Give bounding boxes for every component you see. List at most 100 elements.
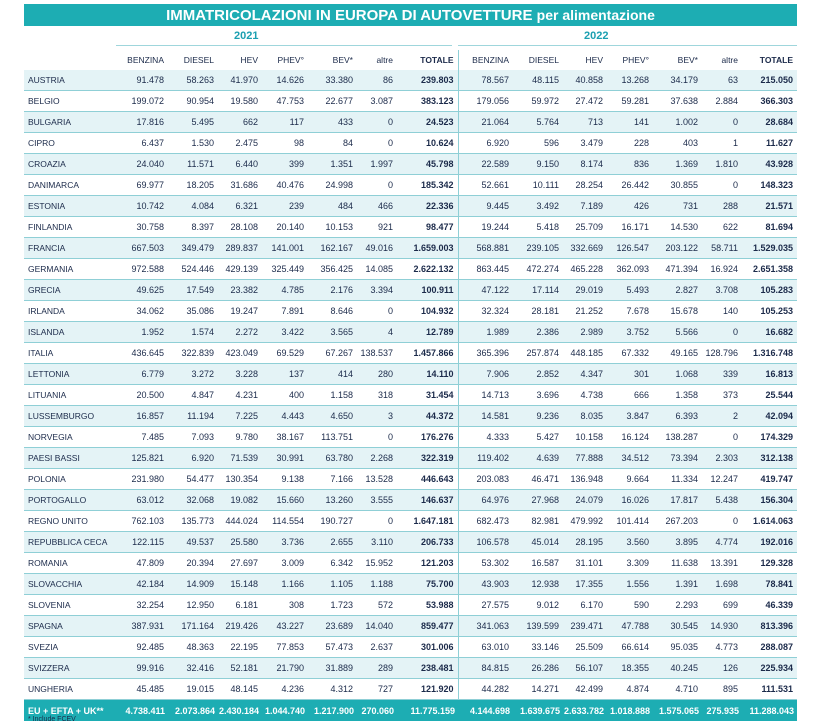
value-cell: 332.669	[563, 237, 607, 259]
value-cell: 267.203	[653, 510, 702, 532]
value-cell: 1.158	[308, 384, 357, 406]
value-cell: 349.479	[168, 237, 218, 259]
table-row: LUSSEMBURGO 16.857 11.194 7.225 4.443 4.650 3 4…	[24, 405, 797, 427]
value-cell: 339	[702, 363, 742, 385]
value-cell: 1.188	[357, 573, 397, 595]
country-name: GERMANIA	[24, 258, 112, 280]
value-cell: 308	[262, 594, 308, 616]
total-value-cell: 146.637	[397, 489, 458, 511]
value-cell: 119.402	[457, 447, 513, 469]
total-cell: 4.738.411	[112, 699, 168, 721]
value-cell: 3.708	[702, 279, 742, 301]
value-cell: 49.016	[357, 237, 397, 259]
value-cell: 6.440	[218, 153, 262, 175]
total-value-cell: 104.932	[397, 300, 458, 322]
value-cell: 14.085	[357, 258, 397, 280]
value-cell: 28.195	[563, 531, 607, 553]
value-cell: 171.164	[168, 615, 218, 637]
value-cell: 20.500	[112, 384, 168, 406]
value-cell: 41.970	[218, 70, 262, 91]
value-cell: 4.236	[262, 678, 308, 700]
value-cell: 63.010	[457, 636, 513, 658]
value-cell: 14.909	[168, 573, 218, 595]
value-cell: 10.153	[308, 216, 357, 238]
value-cell: 16.124	[607, 426, 653, 448]
value-cell: 33.146	[513, 636, 563, 658]
footnote: * Include FCEV	[28, 716, 76, 723]
value-cell: 126	[702, 657, 742, 679]
value-cell: 356.425	[308, 258, 357, 280]
country-name: SLOVACCHIA	[24, 573, 112, 595]
value-cell: 318	[357, 384, 397, 406]
value-cell: 662	[218, 111, 262, 133]
year-2021-rule	[116, 45, 452, 46]
value-cell: 1	[702, 132, 742, 154]
value-cell: 34.179	[653, 70, 702, 91]
value-cell: 3.479	[563, 132, 607, 154]
value-cell: 0	[702, 426, 742, 448]
total-value-cell: 16.682	[742, 321, 797, 343]
total-value-cell: 185.342	[397, 174, 458, 196]
total-value-cell: 1.659.003	[397, 237, 458, 259]
value-cell: 53.302	[457, 552, 513, 574]
table-row: SPAGNA 387.931 171.164 219.426 43.227 23.689 1…	[24, 615, 797, 637]
country-name: UNGHERIA	[24, 678, 112, 700]
value-cell: 6.321	[218, 195, 262, 217]
total-value-cell: 24.523	[397, 111, 458, 133]
value-cell: 15.678	[653, 300, 702, 322]
country-name: SVIZZERA	[24, 657, 112, 679]
value-cell: 90.954	[168, 90, 218, 112]
table-row: SVEZIA 92.485 48.363 22.195 77.853 57.473 2.63…	[24, 636, 797, 658]
title-main: IMMATRICOLAZIONI IN EUROPA DI AUTOVETTUR…	[166, 7, 533, 24]
value-cell: 9.150	[513, 153, 563, 175]
value-cell: 17.355	[563, 573, 607, 595]
value-cell: 436.645	[112, 342, 168, 364]
value-cell: 203.122	[653, 237, 702, 259]
value-cell: 14.040	[357, 615, 397, 637]
value-cell: 7.891	[262, 300, 308, 322]
value-cell: 27.575	[457, 594, 513, 616]
value-cell: 4.773	[702, 636, 742, 658]
total-value-cell: 2.622.132	[397, 258, 458, 280]
total-value-cell: 239.803	[397, 70, 458, 91]
value-cell: 23.382	[218, 279, 262, 301]
value-cell: 1.723	[308, 594, 357, 616]
total-value-cell: 21.571	[742, 195, 797, 217]
total-value-cell: 1.529.035	[742, 237, 797, 259]
value-cell: 731	[653, 195, 702, 217]
value-cell: 25.580	[218, 531, 262, 553]
total-cell: 11.288.043	[742, 699, 797, 721]
value-cell: 429.139	[218, 258, 262, 280]
value-cell: 190.727	[308, 510, 357, 532]
total-cell: 11.775.159	[397, 699, 458, 721]
country-name: REPUBBLICA CECA	[24, 531, 112, 553]
value-cell: 387.931	[112, 615, 168, 637]
title-sub: per alimentazione	[536, 7, 655, 23]
value-cell: 179.056	[457, 90, 513, 112]
country-name: LETTONIA	[24, 363, 112, 385]
total-value-cell: 2.651.358	[742, 258, 797, 280]
value-cell: 4.738	[563, 384, 607, 406]
total-value-cell: 75.700	[397, 573, 458, 595]
value-cell: 1.698	[702, 573, 742, 595]
value-cell: 3.422	[262, 321, 308, 343]
value-cell: 11.571	[168, 153, 218, 175]
country-name: LITUANIA	[24, 384, 112, 406]
value-cell: 596	[513, 132, 563, 154]
value-cell: 24.040	[112, 153, 168, 175]
value-cell: 16.587	[513, 552, 563, 574]
value-cell: 9.012	[513, 594, 563, 616]
total-value-cell: 42.094	[742, 405, 797, 427]
value-cell: 20.140	[262, 216, 308, 238]
country-name: FINLANDIA	[24, 216, 112, 238]
table-row: LETTONIA 6.779 3.272 3.228 137 414 280 14.110 7.…	[24, 363, 797, 385]
table-row: REGNO UNITO 762.103 135.773 444.024 114.554 1…	[24, 510, 797, 532]
value-cell: 58.263	[168, 70, 218, 91]
value-cell: 49.625	[112, 279, 168, 301]
table-row: SLOVENIA 32.254 12.950 6.181 308 1.723 572 53.9…	[24, 594, 797, 616]
value-cell: 426	[607, 195, 653, 217]
value-cell: 472.274	[513, 258, 563, 280]
value-cell: 1.574	[168, 321, 218, 343]
value-cell: 28.181	[513, 300, 563, 322]
value-cell: 45.014	[513, 531, 563, 553]
